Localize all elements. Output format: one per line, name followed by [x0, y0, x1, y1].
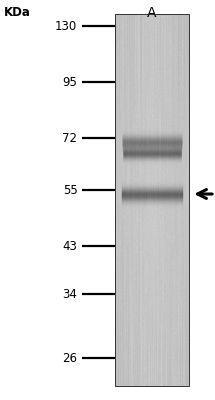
Text: 55: 55	[63, 184, 77, 196]
Text: 43: 43	[63, 240, 77, 252]
Text: 95: 95	[63, 76, 77, 88]
Text: 34: 34	[63, 288, 77, 300]
Bar	[115, 14, 189, 386]
Text: A: A	[147, 6, 156, 20]
Text: 72: 72	[62, 132, 77, 144]
Text: 26: 26	[62, 352, 77, 364]
Text: 130: 130	[55, 20, 77, 32]
Text: KDa: KDa	[4, 6, 31, 19]
